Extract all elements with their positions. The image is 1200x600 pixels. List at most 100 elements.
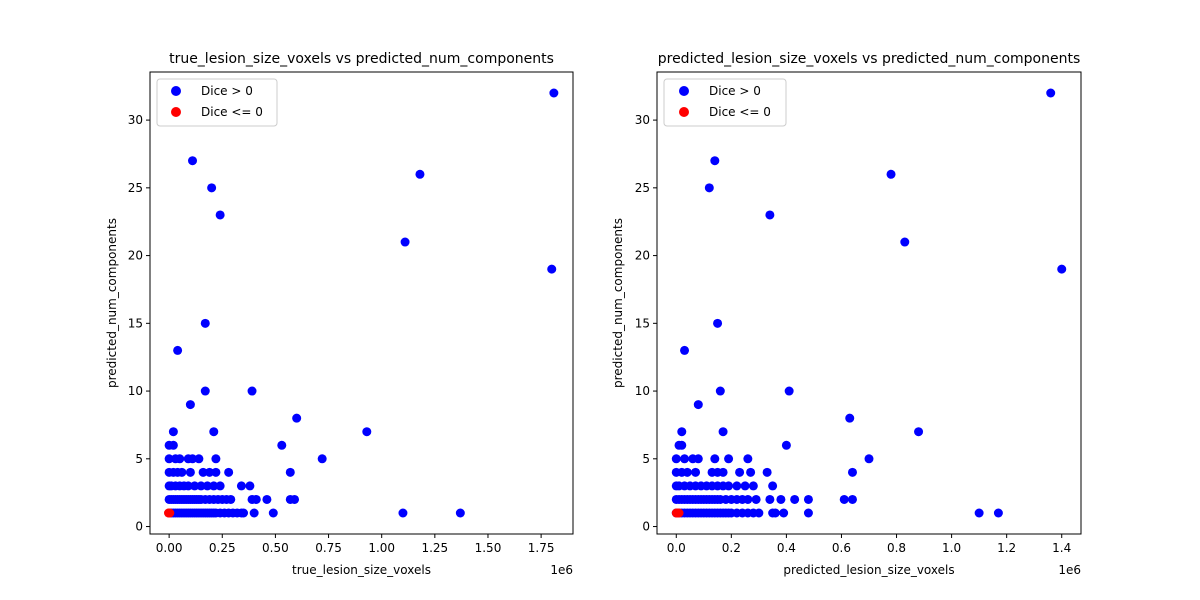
left-point-series0-36 (285, 467, 295, 477)
left-point-series0-47 (215, 481, 225, 491)
left-legend-box (156, 78, 278, 127)
right-point-series0-0 (1046, 88, 1056, 98)
right-point-series0-23 (710, 454, 720, 464)
left-point-series0-45 (202, 481, 212, 491)
left-point-series0-32 (198, 467, 208, 477)
right-x-tick-label-5: 1.0 (942, 541, 961, 555)
left-point-series0-33 (205, 467, 215, 477)
right-point-series0-26 (864, 454, 874, 464)
right-scatter-points (671, 88, 1067, 518)
left-point-series0-4 (215, 210, 225, 220)
left-x-offset-label: 1e6 (550, 563, 573, 577)
left-plot-frame (149, 71, 574, 535)
left-y-tick-label-2: 10 (128, 384, 143, 398)
left-point-series0-13 (168, 427, 178, 437)
right-point-series0-49 (732, 481, 742, 491)
left-y-axis-label: predicted_num_components (105, 218, 119, 388)
right-point-series0-3 (704, 183, 714, 193)
right-point-series0-11 (693, 400, 703, 410)
right-legend-label-dice-positive: Dice > 0 (709, 84, 761, 98)
right-point-series0-51 (748, 481, 758, 491)
left-point-series0-24 (194, 454, 204, 464)
left-x-tick-label-1: 0.25 (209, 541, 236, 555)
right-point-series0-75 (751, 494, 761, 504)
left-point-series0-6 (547, 264, 557, 274)
left-point-series0-30 (177, 467, 187, 477)
left-point-series0-43 (190, 481, 200, 491)
right-y-tick-label-5: 25 (635, 181, 650, 195)
right-point-series0-48 (724, 481, 734, 491)
left-point-series0-35 (224, 467, 234, 477)
right-point-series0-25 (743, 454, 753, 464)
right-point-series0-20 (680, 454, 690, 464)
left-point-series0-9 (200, 386, 210, 396)
right-x-tick-label-3: 0.6 (832, 541, 851, 555)
left-x-axis-label: true_lesion_size_voxels (292, 563, 431, 577)
right-legend-label-dice-nonpositive: Dice <= 0 (709, 105, 771, 119)
right-legend-marker-dice-nonpositive (679, 107, 689, 117)
left-point-series0-110 (398, 508, 408, 518)
right-y-tick-label-2: 10 (635, 384, 650, 398)
right-point-series0-112 (974, 508, 984, 518)
right-point-series0-7 (713, 318, 723, 328)
left-point-series0-10 (247, 386, 257, 396)
left-x-tick-label-2: 0.50 (262, 541, 289, 555)
right-point-series0-35 (746, 467, 756, 477)
left-point-series0-7 (200, 318, 210, 328)
right-point-series0-30 (691, 467, 701, 477)
left-point-series0-8 (173, 345, 183, 355)
right-legend-marker-dice-positive (679, 86, 689, 96)
right-point-series0-110 (779, 508, 789, 518)
right-x-tick-label-4: 0.8 (887, 541, 906, 555)
left-point-series0-111 (455, 508, 465, 518)
left-legend-label-dice-positive: Dice > 0 (201, 84, 253, 98)
right-point-series0-12 (845, 413, 855, 423)
left-legend-marker-dice-positive (171, 86, 181, 96)
left-x-ticks: 0.00 0.25 0.50 0.75 1.00 1.25 1.50 1.75 (156, 534, 554, 555)
right-y-tick-label-3: 15 (635, 316, 650, 330)
right-subplot: 0.0 0.2 0.4 0.6 0.8 1.0 1.2 1.4 0 5 10 15 20 25 30 pr… (611, 51, 1082, 577)
right-point-series0-33 (718, 467, 728, 477)
right-point-series1-2 (674, 508, 684, 518)
left-point-series0-23 (188, 454, 198, 464)
left-point-series0-25 (211, 454, 221, 464)
right-point-series0-36 (762, 467, 772, 477)
right-point-series0-50 (740, 481, 750, 491)
left-y-ticks: 0 5 10 15 20 25 30 (128, 113, 150, 534)
left-x-tick-label-4: 1.00 (368, 541, 395, 555)
right-plot-frame (656, 71, 1082, 535)
left-point-series0-14 (209, 427, 219, 437)
right-y-tick-label-1: 5 (642, 452, 650, 466)
left-point-series0-107 (239, 508, 249, 518)
right-point-series0-8 (680, 345, 690, 355)
left-chart-title: true_lesion_size_voxels vs predicted_num… (169, 51, 554, 67)
right-point-series0-14 (718, 427, 728, 437)
left-point-series0-12 (292, 413, 302, 423)
right-point-series0-1 (710, 156, 720, 166)
right-y-tick-label-6: 30 (635, 113, 650, 127)
left-point-series0-46 (209, 481, 219, 491)
left-x-tick-label-5: 1.25 (421, 541, 448, 555)
right-point-series0-6 (1057, 264, 1067, 274)
right-point-series0-13 (677, 427, 687, 437)
right-x-tick-label-2: 0.4 (777, 541, 796, 555)
left-point-series0-49 (245, 481, 255, 491)
left-x-tick-label-3: 0.75 (315, 541, 342, 555)
left-point-series0-19 (164, 454, 174, 464)
left-point-series1-2 (165, 508, 175, 518)
left-y-tick-label-5: 25 (128, 181, 143, 195)
right-point-series0-18 (781, 440, 791, 450)
right-point-series0-80 (839, 494, 849, 504)
left-point-series0-74 (251, 494, 261, 504)
right-point-series0-81 (847, 494, 857, 504)
left-point-series0-75 (262, 494, 272, 504)
left-point-series0-5 (400, 237, 410, 247)
right-point-series0-5 (900, 237, 910, 247)
right-legend-box (663, 78, 787, 127)
right-point-series0-37 (847, 467, 857, 477)
left-y-tick-label-0: 0 (135, 520, 143, 534)
right-point-series0-78 (790, 494, 800, 504)
left-legend-label-dice-nonpositive: Dice <= 0 (201, 105, 263, 119)
right-point-series0-52 (768, 481, 778, 491)
